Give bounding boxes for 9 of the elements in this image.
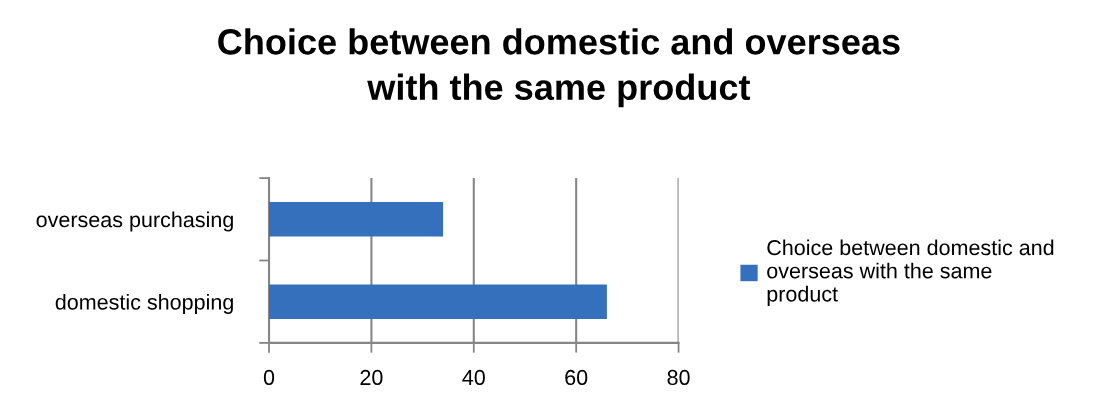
x-tick-label: 60 bbox=[565, 369, 588, 386]
legend-label: Choice between domestic and overseas with the same product bbox=[767, 239, 1054, 306]
y-tick-label: domestic shopping bbox=[55, 293, 233, 314]
x-tick-label: 40 bbox=[462, 369, 485, 386]
x-tick-label: 0 bbox=[263, 369, 275, 386]
x-tick-label: 80 bbox=[667, 369, 690, 386]
chart-title: Choice between domestic and overseas with the same product bbox=[218, 28, 900, 108]
x-tick-label: 20 bbox=[360, 369, 383, 386]
y-tick-label: overseas purchasing bbox=[36, 211, 233, 232]
